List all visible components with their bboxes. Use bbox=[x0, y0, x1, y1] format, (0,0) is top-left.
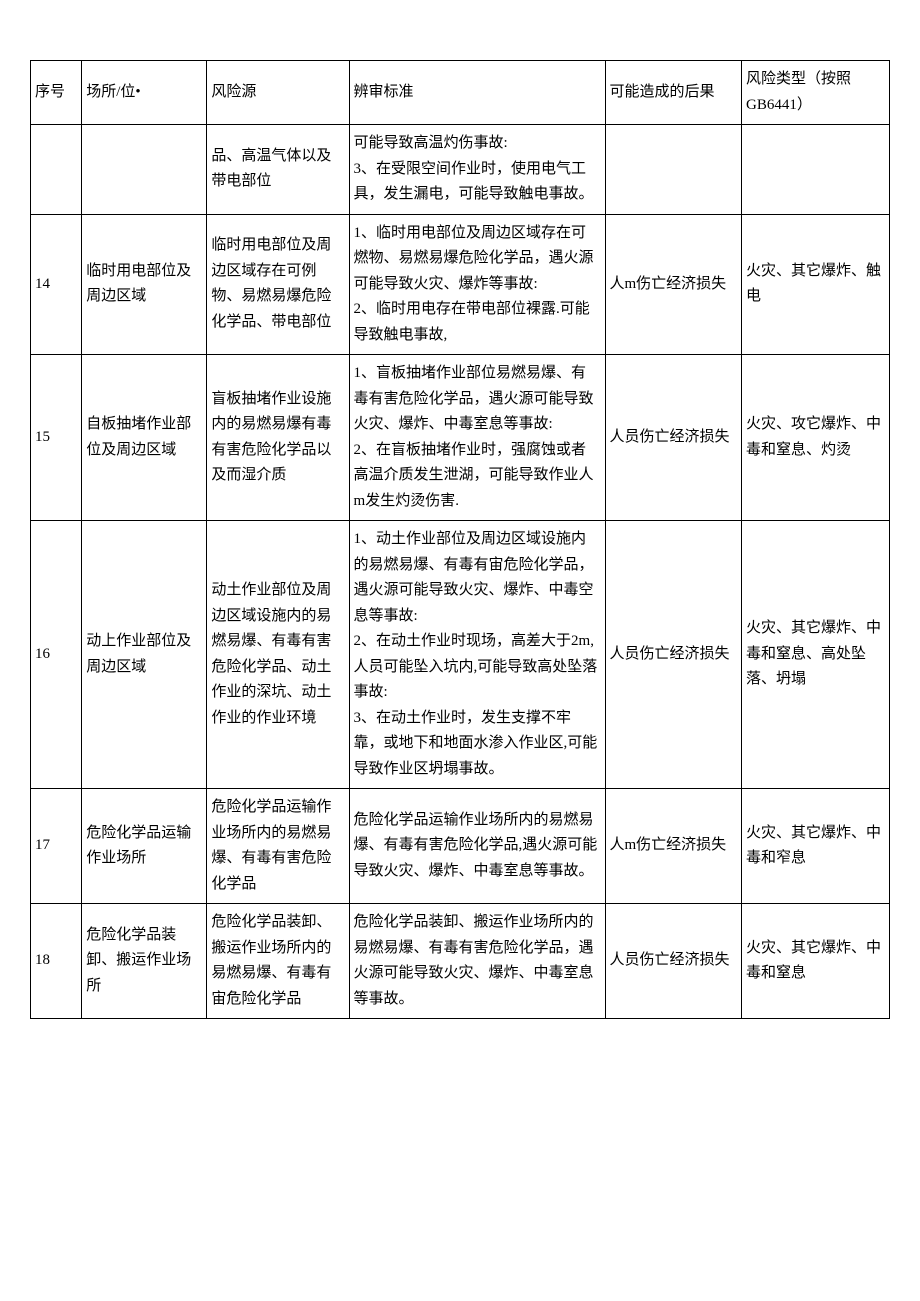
cell-risk-type bbox=[742, 125, 890, 215]
cell-consequence: 人员伤亡经济损失 bbox=[605, 521, 742, 789]
col-header-risk-source: 风险源 bbox=[207, 61, 349, 125]
cell-seq: 18 bbox=[31, 904, 82, 1019]
cell-risk-type: 火灾、其它爆炸、中毒和窒息、高处坠落、坍塌 bbox=[742, 521, 890, 789]
cell-place: 动上作业部位及周边区域 bbox=[82, 521, 207, 789]
col-header-consequence: 可能造成的后果 bbox=[605, 61, 742, 125]
table-row: 17 危险化学品运输作业场所 危险化学品运输作业场所内的易燃易爆、有毒有害危险化… bbox=[31, 789, 890, 904]
table-row: 16 动上作业部位及周边区域 动土作业部位及周边区域设施内的易燃易爆、有毒有害危… bbox=[31, 521, 890, 789]
table-row: 18 危险化学品装卸、搬运作业场所 危险化学品装卸、搬运作业场所内的易燃易爆、有… bbox=[31, 904, 890, 1019]
table-row: 14 临时用电部位及周边区域 临时用电部位及周边区域存在可例物、易燃易爆危险化学… bbox=[31, 214, 890, 355]
cell-seq: 16 bbox=[31, 521, 82, 789]
cell-risk-type: 火灾、其它爆炸、触电 bbox=[742, 214, 890, 355]
table-header-row: 序号 场所/位• 风险源 辨审标准 可能造成的后果 风险类型（按照GB6441） bbox=[31, 61, 890, 125]
col-header-seq: 序号 bbox=[31, 61, 82, 125]
cell-consequence: 人员伤亡经济损失 bbox=[605, 355, 742, 521]
cell-seq: 15 bbox=[31, 355, 82, 521]
cell-place bbox=[82, 125, 207, 215]
cell-seq: 17 bbox=[31, 789, 82, 904]
cell-place: 危险化学品运输作业场所 bbox=[82, 789, 207, 904]
cell-consequence bbox=[605, 125, 742, 215]
cell-place: 临时用电部位及周边区域 bbox=[82, 214, 207, 355]
cell-consequence: 人员伤亡经济损失 bbox=[605, 904, 742, 1019]
cell-place: 危险化学品装卸、搬运作业场所 bbox=[82, 904, 207, 1019]
table-body: 品、高温气体以及带电部位 可能导致高温灼伤事故:3、在受限空间作业时，使用电气工… bbox=[31, 125, 890, 1019]
cell-seq bbox=[31, 125, 82, 215]
table-row: 15 自板抽堵作业部位及周边区域 盲板抽堵作业设施内的易燃易爆有毒有害危险化学品… bbox=[31, 355, 890, 521]
col-header-standard: 辨审标准 bbox=[349, 61, 605, 125]
cell-standard: 危险化学品装卸、搬运作业场所内的易燃易爆、有毒有害危险化学品，遇火源可能导致火灾… bbox=[349, 904, 605, 1019]
table-row: 品、高温气体以及带电部位 可能导致高温灼伤事故:3、在受限空间作业时，使用电气工… bbox=[31, 125, 890, 215]
col-header-place: 场所/位• bbox=[82, 61, 207, 125]
cell-risk-source: 临时用电部位及周边区域存在可例物、易燃易爆危险化学品、带电部位 bbox=[207, 214, 349, 355]
cell-risk-type: 火灾、其它爆炸、中毒和窒息 bbox=[742, 904, 890, 1019]
cell-risk-source: 动土作业部位及周边区域设施内的易燃易爆、有毒有害危险化学品、动土作业的深坑、动土… bbox=[207, 521, 349, 789]
cell-risk-source: 盲板抽堵作业设施内的易燃易爆有毒有害危险化学品以及而湿介质 bbox=[207, 355, 349, 521]
cell-place: 自板抽堵作业部位及周边区域 bbox=[82, 355, 207, 521]
cell-risk-source: 危险化学品运输作业场所内的易燃易爆、有毒有害危险化学品 bbox=[207, 789, 349, 904]
cell-risk-type: 火灾、攻它爆炸、中毒和窒息、灼烫 bbox=[742, 355, 890, 521]
cell-risk-source: 品、高温气体以及带电部位 bbox=[207, 125, 349, 215]
risk-table: 序号 场所/位• 风险源 辨审标准 可能造成的后果 风险类型（按照GB6441）… bbox=[30, 60, 890, 1019]
cell-consequence: 人m伤亡经济损失 bbox=[605, 214, 742, 355]
cell-risk-source: 危险化学品装卸、搬运作业场所内的易燃易爆、有毒有宙危险化学品 bbox=[207, 904, 349, 1019]
cell-standard: 1、临时用电部位及周边区域存在可燃物、易燃易爆危险化学品，遇火源可能导致火灾、爆… bbox=[349, 214, 605, 355]
cell-consequence: 人m伤亡经济损失 bbox=[605, 789, 742, 904]
cell-risk-type: 火灾、其它爆炸、中毒和窄息 bbox=[742, 789, 890, 904]
cell-standard: 可能导致高温灼伤事故:3、在受限空间作业时，使用电气工具，发生漏电，可能导致触电… bbox=[349, 125, 605, 215]
cell-standard: 1、动土作业部位及周边区域设施内的易燃易爆、有毒有宙危险化学品，遇火源可能导致火… bbox=[349, 521, 605, 789]
cell-standard: 危险化学品运输作业场所内的易燃易爆、有毒有害危险化学品,遇火源可能导致火灾、爆炸… bbox=[349, 789, 605, 904]
col-header-risk-type: 风险类型（按照GB6441） bbox=[742, 61, 890, 125]
cell-standard: 1、盲板抽堵作业部位易燃易爆、有毒有害危险化学品，遇火源可能导致火灾、爆炸、中毒… bbox=[349, 355, 605, 521]
cell-seq: 14 bbox=[31, 214, 82, 355]
